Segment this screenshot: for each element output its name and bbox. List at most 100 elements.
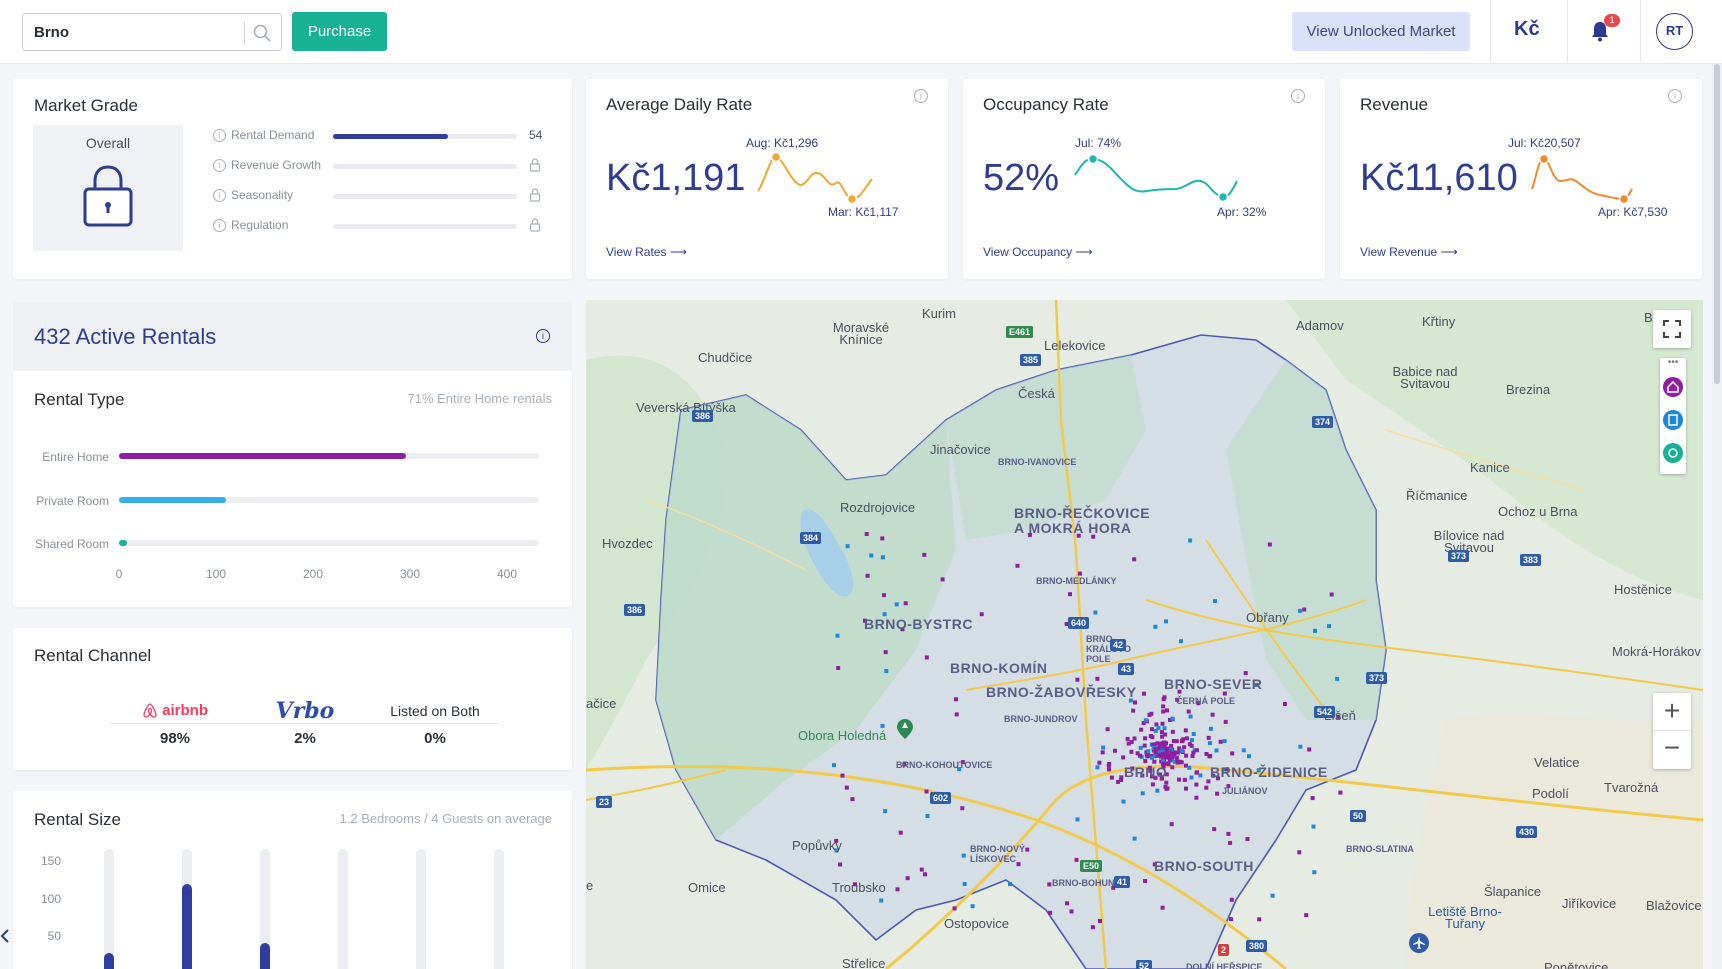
grade-fill — [333, 134, 449, 139]
listing-markers[interactable] — [586, 300, 1703, 969]
revenue-low-label: Apr: Kč7,530 — [1598, 205, 1668, 219]
road-shield: 2 — [1218, 944, 1230, 956]
rental-type-bar[interactable]: Entire Home — [13, 450, 553, 464]
map-place-label: Křtiny — [1422, 314, 1456, 329]
notification-badge: 1 — [1604, 14, 1620, 27]
listing-marker — [1208, 726, 1213, 731]
view-occupancy-link[interactable]: View Occupancy ⟶ — [983, 245, 1093, 259]
listing-marker — [1169, 744, 1174, 748]
listing-marker — [1338, 790, 1343, 795]
map-place-label: Babice nad Svitavou — [1392, 364, 1458, 391]
park-pin-icon[interactable] — [896, 718, 914, 740]
map-place-label: Hostěnice — [1614, 582, 1672, 597]
listing-marker — [1177, 777, 1181, 782]
occupancy-card: Occupancy Rate i 52% Jul: 74% Apr: 32% V… — [963, 79, 1325, 279]
search-input[interactable]: Brno — [34, 24, 69, 41]
home-layer-icon[interactable] — [1662, 376, 1684, 398]
listing-marker — [1025, 847, 1030, 852]
market-map[interactable]: Kurim Moravské Knínice Chudčice Lelekovice Č… — [586, 300, 1703, 969]
listing-marker — [1196, 701, 1201, 706]
rental-size-bar[interactable] — [416, 849, 426, 969]
listing-marker — [1153, 728, 1158, 733]
listing-marker — [1155, 741, 1160, 746]
listing-marker — [1311, 824, 1316, 829]
listing-marker — [1161, 740, 1166, 745]
info-icon[interactable]: i — [213, 129, 226, 142]
listing-marker — [838, 862, 843, 867]
purchase-button[interactable]: Purchase — [292, 12, 387, 51]
zoom-in-button[interactable]: + — [1653, 693, 1691, 731]
info-icon[interactable]: i — [1668, 89, 1682, 103]
listing-marker — [962, 882, 967, 886]
airport-icon[interactable] — [1408, 932, 1430, 954]
info-icon[interactable]: i — [213, 219, 226, 232]
listing-marker — [1188, 538, 1193, 543]
amenities-layer-icon[interactable] — [1662, 442, 1684, 464]
rental-size-bar[interactable] — [260, 849, 270, 969]
info-icon[interactable]: i — [1291, 89, 1305, 103]
listing-marker — [1140, 791, 1145, 796]
rental-type-bar[interactable]: Private Room — [13, 494, 553, 508]
listing-marker — [1162, 726, 1167, 731]
adr-high-label: Aug: Kč1,296 — [746, 136, 819, 150]
scrollbar-thumb[interactable] — [1714, 64, 1720, 384]
bell-icon[interactable] — [1590, 20, 1610, 42]
view-revenue-link[interactable]: View Revenue ⟶ — [1360, 245, 1458, 259]
listing-marker — [1298, 744, 1303, 749]
rental-type-label: Entire Home — [42, 450, 109, 464]
listing-marker — [1158, 752, 1163, 757]
view-unlocked-market-button[interactable]: View Unlocked Market — [1292, 12, 1470, 51]
listing-marker — [1095, 765, 1100, 770]
avatar[interactable]: RT — [1656, 13, 1693, 50]
listing-marker — [1190, 754, 1195, 758]
listing-marker — [1154, 722, 1159, 727]
rental-size-bar[interactable] — [182, 849, 192, 969]
more-icon[interactable]: ••• — [1667, 357, 1679, 368]
info-icon[interactable]: i — [213, 189, 226, 202]
map-district-label: JULIÁNOV — [1222, 786, 1268, 796]
info-icon[interactable]: i — [536, 329, 550, 343]
info-icon[interactable]: i — [213, 159, 226, 172]
rental-type-bar[interactable]: Shared Room — [13, 537, 553, 551]
market-grade-title: Market Grade — [34, 96, 138, 115]
listing-marker — [1161, 746, 1166, 751]
listing-marker — [1015, 563, 1020, 568]
map-place-label: Popůvky — [792, 838, 842, 853]
listing-marker — [1130, 766, 1135, 771]
listing-marker — [1129, 740, 1134, 745]
listing-marker — [1182, 777, 1187, 782]
page-scrollbar[interactable] — [1712, 64, 1722, 969]
grade-track — [333, 194, 517, 199]
listing-marker — [1247, 754, 1251, 759]
zoom-out-button[interactable]: − — [1663, 732, 1681, 763]
rental-size-bar[interactable] — [104, 849, 114, 969]
listing-marker — [879, 898, 884, 903]
building-layer-icon[interactable] — [1662, 409, 1684, 431]
grade-track — [333, 224, 517, 229]
search-box[interactable]: Brno — [22, 13, 282, 51]
map-place-label: Jinačovice — [930, 442, 991, 457]
info-icon[interactable]: i — [914, 89, 928, 103]
map-place-label: Mokrá-Horákov — [1612, 644, 1701, 659]
collapse-sidebar-icon[interactable] — [0, 928, 10, 944]
currency-selector[interactable]: Kč — [1514, 18, 1540, 40]
listing-marker — [979, 612, 984, 617]
search-icon[interactable] — [252, 23, 272, 43]
listing-marker — [1152, 862, 1157, 867]
road-shield: 52 — [1136, 960, 1153, 969]
rental-size-bar[interactable] — [494, 849, 504, 969]
listing-marker — [880, 555, 885, 560]
listing-marker — [1175, 750, 1180, 755]
fullscreen-button[interactable] — [1653, 310, 1691, 348]
listing-marker — [882, 593, 886, 598]
listing-marker — [1256, 768, 1261, 773]
listing-marker — [1307, 747, 1312, 752]
rental-type-track — [119, 497, 539, 503]
rental-size-bar[interactable] — [338, 849, 348, 969]
listing-marker — [1241, 748, 1246, 753]
revenue-high-label: Jul: Kč20,507 — [1508, 136, 1581, 150]
listing-marker — [1121, 755, 1126, 760]
listing-marker — [1132, 736, 1137, 741]
view-rates-link[interactable]: View Rates ⟶ — [606, 245, 688, 259]
listing-marker — [1216, 776, 1220, 781]
